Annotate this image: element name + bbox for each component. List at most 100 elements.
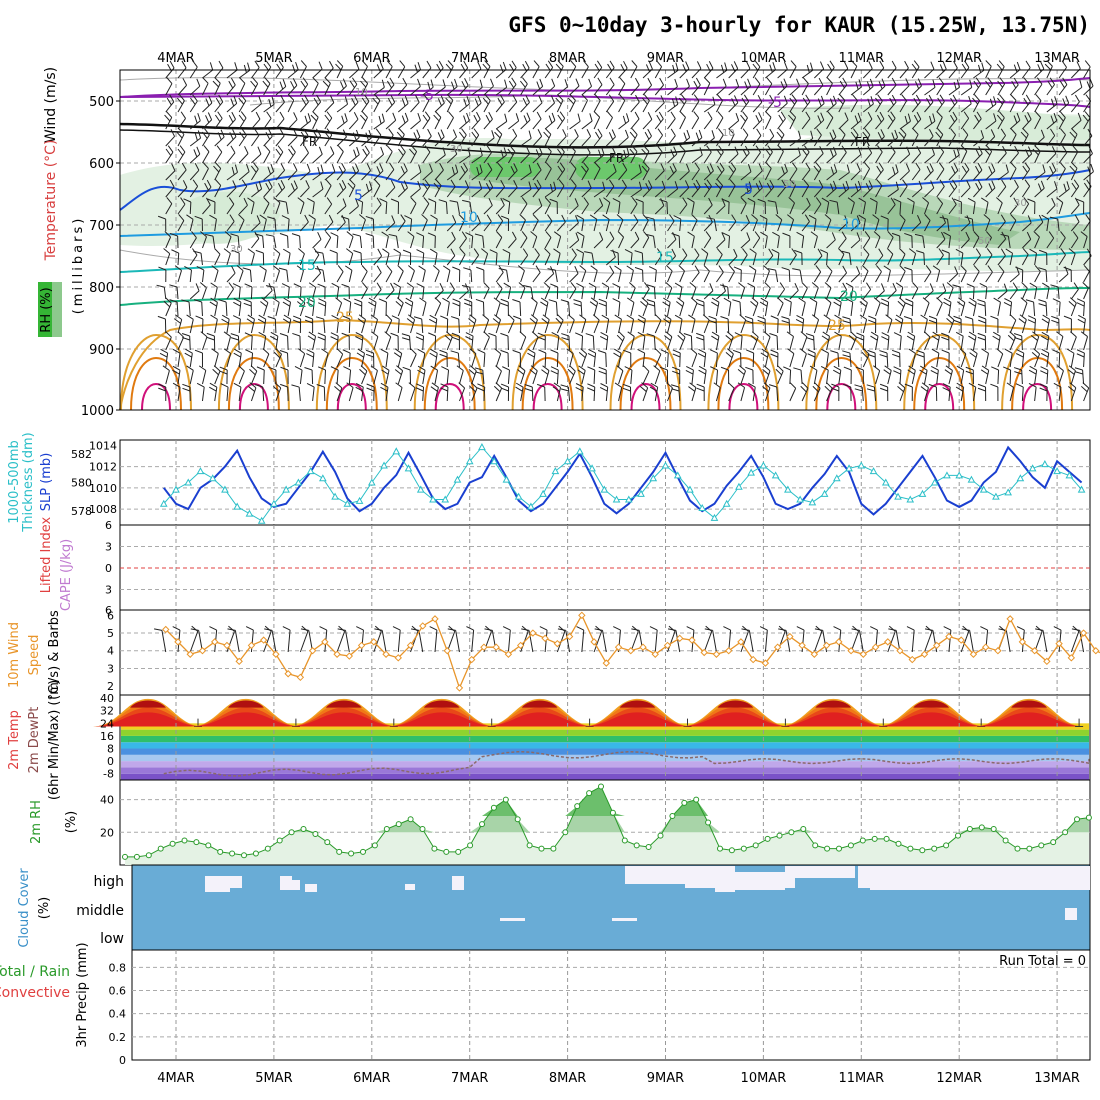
barb-shaft	[471, 370, 477, 385]
barb-shaft	[324, 203, 333, 215]
barb-flag	[357, 318, 365, 324]
barb-shaft	[887, 171, 899, 181]
barb-shaft	[361, 387, 364, 402]
top-date-label: 12MAR	[936, 51, 982, 66]
barb-shaft	[813, 255, 823, 266]
barb-flag	[758, 112, 763, 120]
barb-flag	[844, 215, 849, 224]
barb-flag	[560, 388, 569, 392]
barb-flag	[690, 348, 698, 355]
barb-flag	[594, 162, 601, 169]
barb-shaft	[165, 101, 175, 113]
barb-shaft	[678, 386, 681, 402]
wind10-point	[884, 638, 892, 646]
barb-shaft	[422, 386, 425, 402]
barb-flag	[557, 114, 563, 122]
barb-flag	[629, 282, 636, 289]
wind10-point	[578, 611, 586, 620]
barb-flag	[745, 61, 751, 69]
barb-flag	[570, 179, 577, 187]
barb-flag	[475, 298, 484, 303]
barb-flag	[450, 350, 459, 354]
barb-flag	[500, 387, 509, 392]
rh-upper-right	[780, 104, 1090, 140]
barb-flag	[679, 111, 686, 118]
thickness-point	[943, 471, 951, 479]
barb-flag	[1067, 369, 1075, 375]
barb-shaft	[556, 151, 565, 164]
barb-flag	[193, 250, 202, 254]
barb-shaft	[189, 353, 193, 368]
barb-flag	[623, 149, 627, 158]
barb-flag	[654, 314, 662, 321]
barb-shaft	[520, 254, 529, 266]
barb-shaft	[667, 135, 676, 147]
thickness-point	[490, 457, 499, 465]
barb-shaft	[911, 288, 919, 300]
barb-flag	[158, 383, 166, 388]
barb-flag	[215, 179, 222, 186]
barb-shaft	[177, 270, 182, 283]
wind10-point	[284, 670, 292, 678]
barb-flag	[842, 282, 848, 291]
barb-flag	[365, 132, 369, 141]
barb-flag	[163, 248, 171, 255]
barb-shaft	[887, 370, 892, 385]
wind10-point	[247, 641, 256, 650]
barb-flag	[656, 145, 663, 153]
barb-flag	[812, 385, 819, 393]
barb-shaft	[311, 369, 314, 385]
barb-flag	[720, 366, 729, 371]
barb-shaft	[348, 170, 359, 181]
temp-hump	[288, 712, 399, 727]
barb-flag	[1068, 365, 1076, 372]
barb-shaft	[654, 170, 665, 181]
barb-shaft	[238, 186, 248, 198]
barb-shaft	[422, 219, 428, 232]
barb-shaft	[911, 169, 921, 181]
barb-flag	[312, 111, 319, 118]
barb-shaft	[556, 185, 565, 198]
rh2m-point	[288, 829, 295, 836]
barb-shaft	[434, 136, 445, 147]
barb-shaft	[911, 134, 919, 147]
rh2m-point	[978, 824, 985, 831]
barb-flag	[819, 146, 824, 154]
barb-flag	[298, 348, 305, 355]
barb-flag	[326, 197, 333, 205]
barb-flag	[476, 166, 480, 175]
barb-shaft	[593, 117, 601, 130]
barb-flag	[266, 111, 272, 119]
barb-flag	[386, 145, 393, 152]
barb-shaft	[948, 186, 958, 198]
upper-ylabel-temp: Temperature (°C)	[43, 140, 59, 262]
barb-flag	[1038, 303, 1047, 307]
barb-shaft	[850, 66, 858, 79]
barb-shaft	[858, 630, 864, 653]
barb-flag	[590, 297, 598, 303]
barb-shaft	[740, 152, 750, 164]
barb-shaft	[924, 336, 931, 351]
barb-shaft	[422, 151, 431, 164]
barb-flag	[513, 180, 518, 188]
barb-flag	[214, 114, 221, 122]
barb-flag	[946, 317, 953, 325]
cloud-row-low: low	[100, 931, 124, 947]
barb-flag	[857, 112, 862, 121]
barb-shaft	[569, 151, 576, 164]
barb-flag	[899, 297, 906, 304]
barb-shaft	[691, 169, 700, 181]
barb-flag	[325, 179, 332, 186]
barb-shaft	[679, 287, 683, 300]
barb-shaft	[287, 69, 299, 79]
cape-tick-label: 3	[105, 541, 112, 554]
barb-shaft	[189, 237, 197, 249]
barb-shaft	[593, 189, 605, 198]
barb-shaft	[336, 387, 343, 402]
barb-flag	[473, 114, 479, 123]
barb-flag	[696, 298, 705, 303]
barb-flag	[775, 368, 782, 376]
barb-shaft	[1021, 369, 1023, 385]
barb-flag	[819, 61, 825, 70]
rh2m-point	[336, 848, 343, 855]
